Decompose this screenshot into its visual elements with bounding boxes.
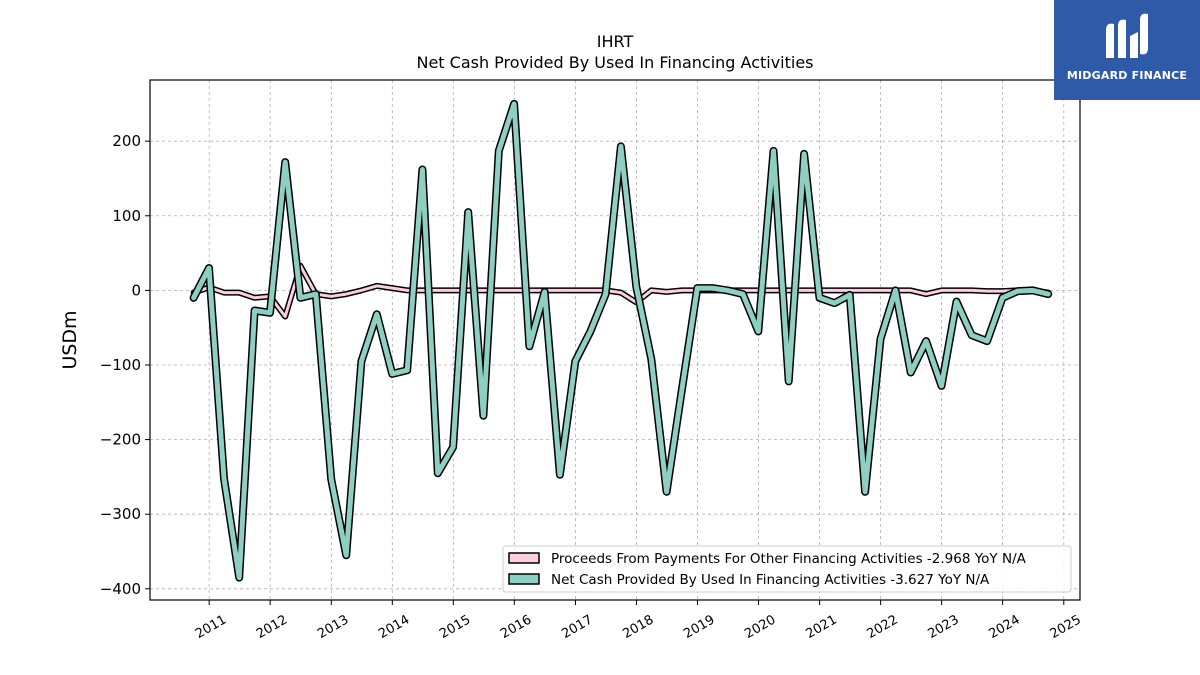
x-tick-label: 2017	[559, 612, 595, 642]
legend: Proceeds From Payments For Other Financi…	[502, 545, 1072, 593]
legend-swatch-proceeds	[508, 552, 540, 564]
x-tick-label: 2015	[437, 612, 473, 642]
y-tick-label: −400	[100, 580, 141, 598]
chart-subtitle: Net Cash Provided By Used In Financing A…	[416, 53, 813, 72]
y-tick-label: 100	[112, 207, 141, 225]
y-tick-label: −300	[100, 505, 141, 523]
legend-label-net-cash: Net Cash Provided By Used In Financing A…	[551, 572, 990, 588]
x-tick-label: 2023	[925, 612, 961, 642]
legend-box	[502, 545, 1072, 593]
brand-logo: MIDGARD FINANCE	[1054, 0, 1200, 100]
y-tick-label: 200	[112, 132, 141, 150]
x-tick-label: 2012	[254, 612, 290, 642]
brand-name: MIDGARD FINANCE	[1066, 69, 1188, 82]
y-tick-label: −200	[100, 431, 141, 449]
legend-swatch-net-cash	[508, 573, 540, 585]
x-tick-label: 2021	[803, 612, 839, 642]
x-tick-label: 2022	[864, 612, 900, 642]
y-axis-label: USDm	[59, 310, 81, 369]
y-tick-label: 0	[131, 281, 141, 299]
x-tick-label: 2018	[620, 612, 656, 642]
x-tick-label: 2013	[315, 612, 351, 642]
x-tick-label: 2025	[1048, 612, 1084, 642]
legend-label-proceeds: Proceeds From Payments For Other Financi…	[551, 551, 1027, 567]
x-tick-label: 2014	[376, 612, 412, 642]
series-line-proceeds	[192, 264, 1050, 318]
x-tick-label: 2019	[681, 612, 717, 642]
series-layer	[189, 99, 1053, 582]
x-tick-label: 2024	[986, 612, 1022, 642]
chart-title: IHRT	[597, 32, 634, 51]
grid	[150, 80, 1080, 600]
x-tick-label: 2016	[498, 612, 534, 642]
series-line-net-cash	[191, 101, 1051, 581]
midgard-logo-icon	[1106, 13, 1148, 59]
x-tick-label: 2011	[193, 612, 229, 642]
x-tick-label: 2020	[742, 612, 778, 642]
plot-frame	[149, 79, 1081, 601]
y-tick-label: −100	[100, 356, 141, 374]
